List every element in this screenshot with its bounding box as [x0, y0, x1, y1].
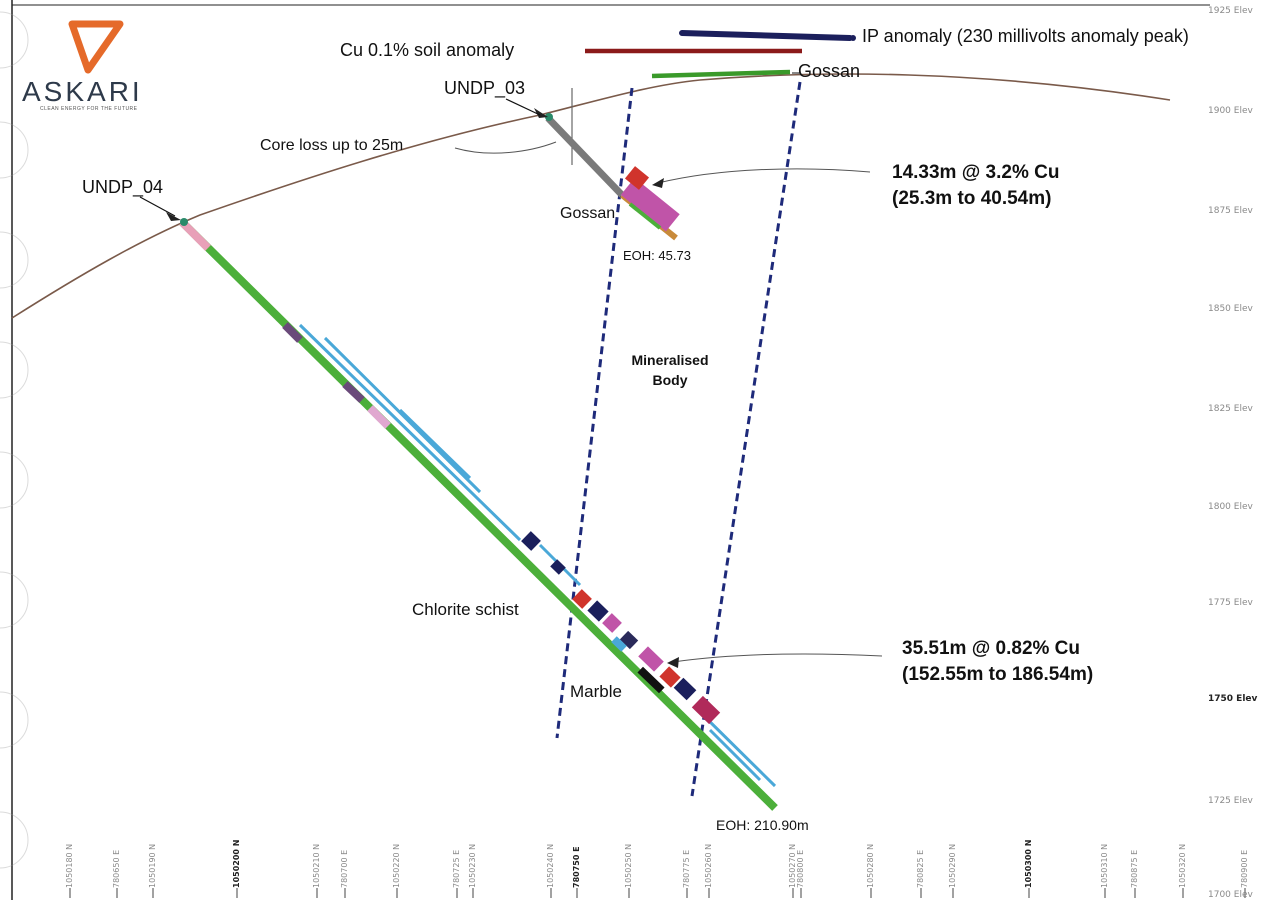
grid-tick-label: 1050320 N: [1178, 843, 1187, 888]
undp04-mineralised-interval: [521, 531, 721, 725]
ip-anomaly-label: IP anomaly (230 millivolts anomaly peak): [862, 26, 1189, 46]
grid-tick-label: 1050220 N: [392, 843, 401, 888]
elevation-label: 1750 Elev: [1208, 694, 1258, 704]
grid-tick-label: 1050230 N: [468, 843, 477, 888]
grid-tick-label: 780775 E: [682, 849, 691, 888]
undp04-purple-segment-2: [342, 381, 365, 403]
mineralised-boundary-right: [690, 81, 802, 797]
ip-anomaly-bar: [679, 30, 853, 41]
logo-tagline: CLEAN ENERGY FOR THE FUTURE: [40, 106, 138, 112]
undp03-label: UNDP_03: [444, 78, 526, 98]
gossan-bar: [651, 69, 791, 79]
chlorite-label: Chlorite schist: [412, 600, 519, 619]
undp04-assay-bars: [298, 323, 777, 788]
askari-logo-mark: [68, 20, 124, 74]
elevation-label: 1725 Elev: [1208, 796, 1253, 806]
elevation-label: 1800 Elev: [1208, 502, 1253, 512]
undp03-trace: [545, 115, 625, 198]
grid-tick-label: 1050180 N: [65, 843, 74, 888]
lower-intercept-interval: (152.55m to 186.54m): [902, 664, 1094, 685]
core-loss-label: Core loss up to 25m: [260, 137, 404, 154]
elevation-label: 1850 Elev: [1208, 304, 1253, 314]
grid-tick-label: 1050310 N: [1100, 843, 1109, 888]
undp03-pointer: [505, 98, 541, 116]
grid-tick-label: 1050190 N: [148, 843, 157, 888]
upper-intercept-grade: 14.33m @ 3.2% Cu: [892, 162, 1060, 183]
undp04-collar: [180, 218, 188, 226]
axis-ticks: [69, 888, 1246, 898]
undp04-trace: [179, 219, 778, 811]
undp04-pink-top: [179, 219, 211, 251]
grid-tick-label: 780800 E: [796, 849, 805, 888]
gossan-mid-label: Gossan: [560, 205, 616, 222]
leader-lines: [454, 141, 883, 663]
grid-tick-label: 780725 E: [452, 849, 461, 888]
grid-tick-label: 780650 E: [112, 849, 121, 888]
logo-wordmark: ASKARI: [22, 76, 143, 107]
undp04-label: UNDP_04: [82, 177, 164, 197]
marble-label: Marble: [570, 682, 622, 701]
lower-intercept-grade: 35.51m @ 0.82% Cu: [902, 638, 1081, 659]
grid-tick-label: 780825 E: [916, 849, 925, 888]
watermark: [0, 11, 29, 869]
elevation-label: 1900 Elev: [1208, 106, 1253, 116]
grid-tick-label: 1050290 N: [948, 843, 957, 888]
elevation-label: 1925 Elev: [1208, 6, 1253, 16]
upper-intercept-interval: (25.3m to 40.54m): [892, 188, 1052, 209]
undp03-assay-block: [620, 177, 680, 232]
eoh-04-label: EOH: 210.90m: [716, 817, 809, 833]
grid-tick-label: 1050260 N: [704, 843, 713, 888]
undp04-pink-segment: [367, 405, 391, 429]
elevation-label: 1825 Elev: [1208, 404, 1253, 414]
grid-tick-label: 780750 E: [572, 846, 581, 888]
elevation-label: 1700 Elev: [1208, 890, 1253, 900]
undp04-purple-segment: [282, 322, 303, 343]
grid-tick-label: 1050200 N: [232, 839, 241, 888]
grid-tick-label: 780900 E: [1240, 849, 1249, 888]
grid-tick-label: 780700 E: [340, 849, 349, 888]
elevation-label: 1875 Elev: [1208, 206, 1253, 216]
grid-tick-label: 1050210 N: [312, 843, 321, 888]
upper-intercept-result: 14.33m @ 3.2% Cu (25.3m to 40.54m): [892, 160, 1059, 212]
gossan-top-label: Gossan: [798, 61, 861, 81]
mineralised-body-label: Mineralised Body: [631, 352, 709, 388]
cu-soil-label: Cu 0.1% soil anomaly: [340, 40, 515, 60]
arrowheads: [166, 108, 679, 668]
elevation-label: 1775 Elev: [1208, 598, 1253, 608]
grid-tick-label: 1050280 N: [866, 843, 875, 888]
lower-intercept-result: 35.51m @ 0.82% Cu (152.55m to 186.54m): [902, 636, 1093, 688]
eoh-03-label: EOH: 45.73: [623, 248, 691, 263]
grid-tick-label: 1050300 N: [1024, 839, 1033, 888]
ip-anomaly-marker: [850, 35, 856, 41]
undp03-collar: [545, 113, 553, 121]
undp03-green-segment: [628, 202, 662, 230]
grid-tick-label: 1050250 N: [624, 843, 633, 888]
undp04-pointer: [139, 196, 176, 217]
grid-tick-label: 780875 E: [1130, 849, 1139, 888]
grid-tick-label: 1050240 N: [546, 843, 555, 888]
undp03-assay-block-2: [624, 166, 650, 190]
